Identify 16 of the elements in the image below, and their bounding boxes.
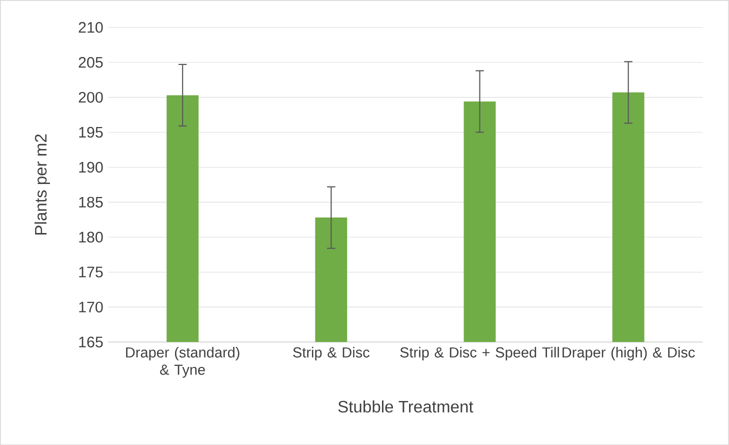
y-tick-label: 170 [79,302,103,312]
x-tick-label: Strip & Disc + Speed Till [400,346,559,360]
x-tick-label: Draper (standard) & Tyne [126,346,240,378]
y-tick-label: 205 [78,56,103,68]
y-tick-label: 210 [78,22,103,33]
y-tick-label: 180 [79,232,103,242]
y-tick-label: 175 [79,266,103,278]
y-tick-label: 200 [78,92,103,103]
y-tick-label: 195 [79,126,103,138]
x-tick-label: Draper (high) & Disc [562,346,695,360]
y-tick-label: 185 [79,196,103,208]
x-tick-label: Strip & Disc [293,346,370,360]
x-axis-title: Stubble Treatment [338,400,474,412]
y-axis-title: Plants per m2 [34,134,50,234]
y-tick-label: 165 [79,336,103,348]
y-tick-label: 190 [79,162,103,172]
